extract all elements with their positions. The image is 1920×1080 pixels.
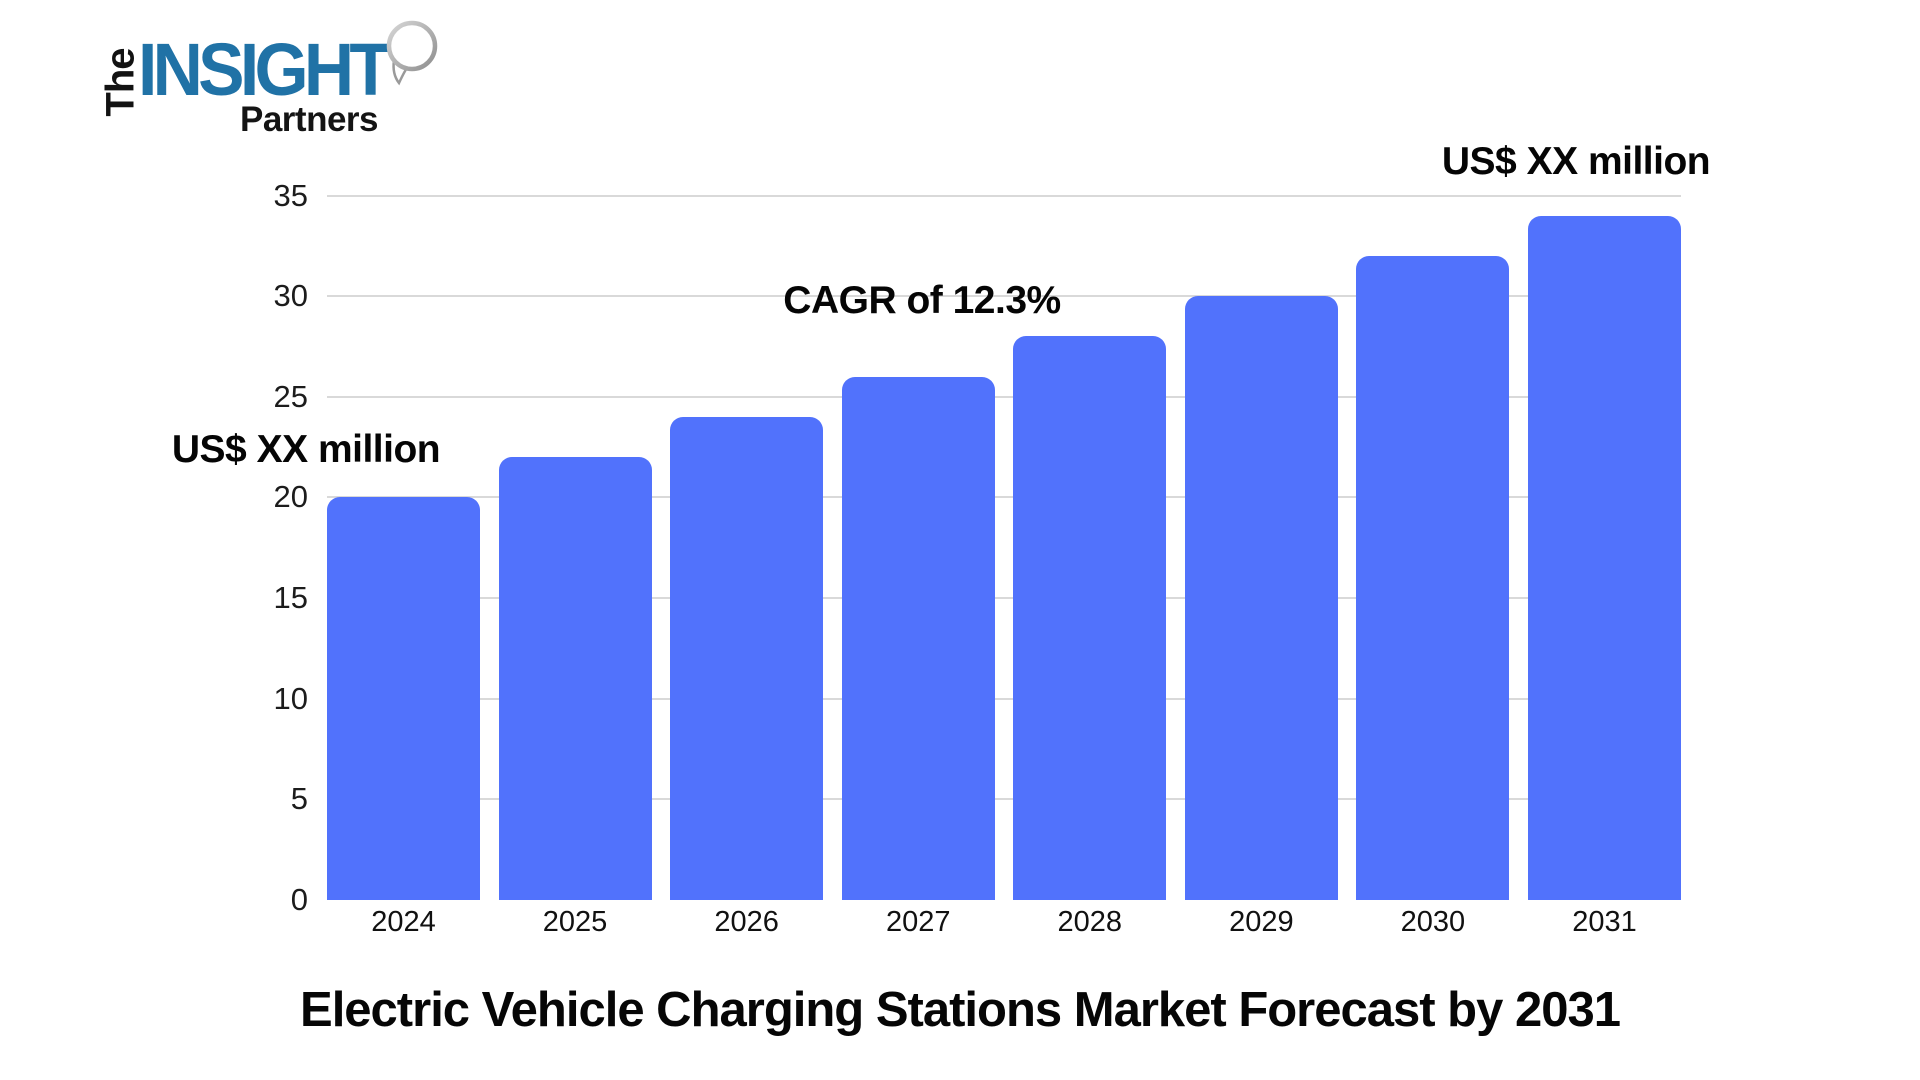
logo-insight-text: INSIGHT — [138, 28, 392, 111]
gridline-10 — [327, 697, 1681, 700]
y-tick-5: 5 — [290, 781, 308, 817]
annotation-end-value: US$ XX million — [1441, 140, 1711, 183]
y-tick-35: 35 — [273, 177, 308, 213]
annotation-cagr: CAGR of 12.3% — [783, 279, 1061, 322]
x-label-2031: 2031 — [1572, 906, 1637, 938]
x-label-2030: 2030 — [1400, 906, 1466, 938]
bar-2027 — [841, 376, 995, 900]
x-label-2027: 2027 — [885, 906, 951, 938]
bar-2029 — [1184, 296, 1338, 900]
gridline-30 — [327, 295, 1681, 298]
gridline-25 — [327, 395, 1681, 398]
gridline-15 — [327, 597, 1681, 600]
bar-2024 — [327, 497, 480, 900]
annotation-start-value: US$ XX million — [171, 428, 441, 471]
x-label-2024: 2024 — [371, 906, 436, 938]
chart-title: Electric Vehicle Charging Stations Marke… — [300, 983, 1621, 1037]
gridline-5 — [327, 798, 1681, 801]
x-label-2028: 2028 — [1057, 906, 1123, 938]
x-label-2026: 2026 — [714, 906, 779, 938]
y-tick-25: 25 — [273, 378, 308, 414]
y-tick-10: 10 — [273, 680, 308, 716]
bar-2030 — [1356, 255, 1510, 900]
x-label-2029: 2029 — [1229, 906, 1294, 938]
insight-partners-logo: The INSIGHT Partners — [0, 0, 480, 160]
logo-partners-text: Partners — [240, 100, 379, 139]
bar-2028 — [1013, 336, 1167, 900]
bar-2026 — [670, 416, 824, 900]
y-tick-0: 0 — [290, 882, 308, 917]
y-tick-15: 15 — [273, 580, 308, 616]
y-tick-30: 30 — [273, 278, 308, 314]
y-tick-20: 20 — [273, 479, 308, 515]
magnifier-icon — [386, 20, 438, 86]
x-label-2025: 2025 — [542, 906, 608, 938]
bar-2031 — [1528, 215, 1681, 900]
gridline-35 — [327, 194, 1681, 197]
bar-2025 — [498, 457, 652, 900]
gridline-20 — [327, 496, 1681, 499]
